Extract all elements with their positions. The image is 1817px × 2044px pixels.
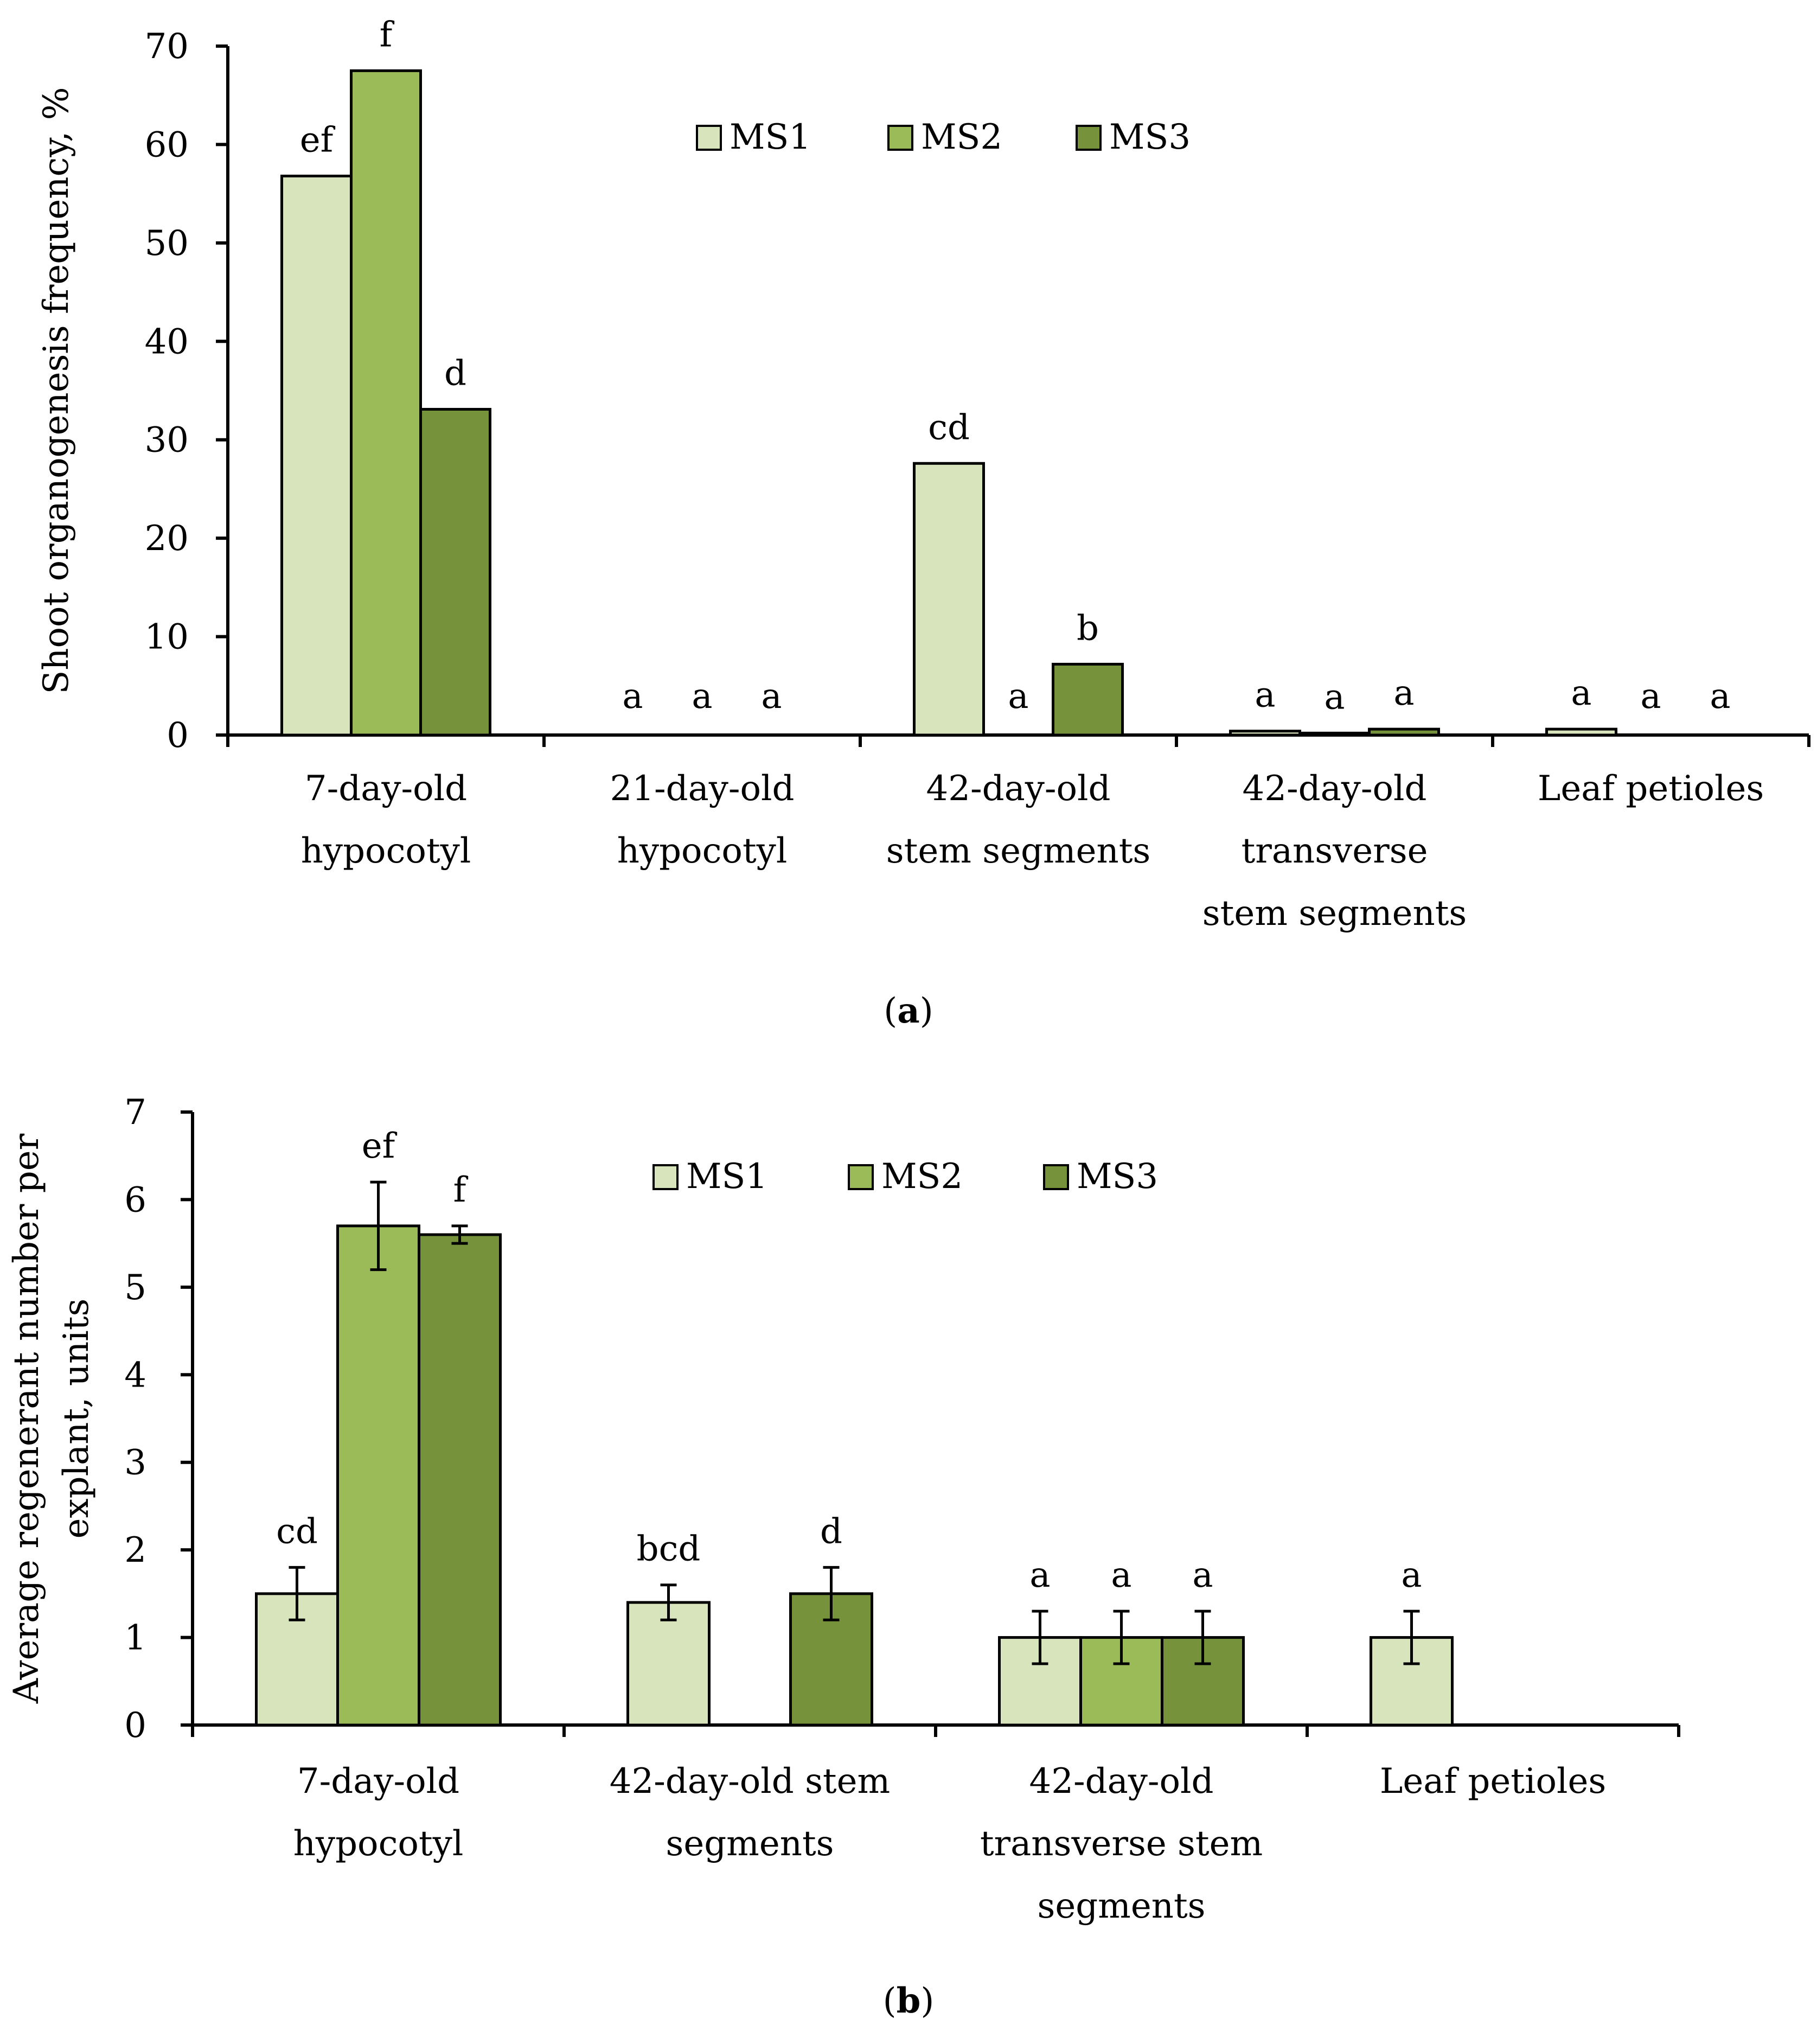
y-tick-label: 70 — [145, 27, 189, 67]
legend: MS1 MS2 MS3 — [696, 117, 1191, 157]
category-label: 42-day-old — [926, 769, 1111, 809]
bar — [626, 1601, 711, 1727]
bar — [280, 174, 353, 737]
y-tick-label: 2 — [124, 1530, 146, 1570]
chart-a: 0 10 20 30 40 50 60 70 Shoot organogenesis frequ… — [36, 15, 1810, 1031]
significance-label: a — [1571, 673, 1591, 713]
legend-label: MS2 — [881, 1157, 963, 1197]
legend-label: MS1 — [730, 117, 811, 157]
y-axis-title: Average regenerant number per explant, un… — [7, 1133, 97, 1704]
significance-label: f — [453, 1170, 469, 1210]
category-label: 21-day-old — [610, 769, 795, 809]
legend-swatch — [887, 125, 913, 151]
significance-label: a — [1393, 673, 1414, 713]
legend-swatch — [696, 125, 722, 151]
category-label: stem segments — [886, 831, 1151, 871]
legend-label: MS3 — [1077, 1157, 1158, 1197]
legend: MS1 MS2 MS3 — [652, 1157, 1158, 1197]
significance-label: ef — [362, 1126, 398, 1166]
y-tick-label: 7 — [124, 1093, 146, 1133]
panel-caption: (a) — [884, 991, 933, 1031]
category-label: 7-day-old — [297, 1761, 459, 1802]
significance-label: b — [1077, 608, 1099, 648]
significance-label: a — [622, 676, 643, 717]
category-label: transverse stem — [980, 1824, 1263, 1864]
bar — [418, 1233, 502, 1727]
bar — [1368, 727, 1440, 737]
y-tick-label: 6 — [124, 1180, 146, 1220]
significance-label: a — [692, 676, 712, 717]
category-label: transverse — [1242, 831, 1428, 871]
significance-label: f — [380, 15, 395, 55]
significance-label: a — [1324, 677, 1345, 717]
category-label: Leaf petioles — [1380, 1761, 1606, 1802]
significance-label: a — [1192, 1555, 1213, 1595]
y-tick-label: 10 — [145, 617, 189, 657]
caption-close: ) — [920, 991, 933, 1031]
y-tick-label: 0 — [124, 1706, 146, 1746]
significance-label: cd — [276, 1511, 318, 1551]
bar — [336, 1224, 420, 1727]
y-tick-label: 5 — [124, 1268, 146, 1308]
category-label: 7-day-old — [305, 769, 467, 809]
caption-open: ( — [883, 1981, 897, 2021]
category-label: hypocotyl — [301, 831, 471, 871]
legend-swatch — [1076, 125, 1102, 151]
y-tick-label: 60 — [145, 125, 189, 165]
bar — [913, 462, 985, 737]
legend-label: MS1 — [686, 1157, 767, 1197]
bar — [419, 407, 491, 737]
category-label: hypocotyl — [293, 1824, 464, 1864]
bar — [1052, 662, 1124, 737]
y-tick-label: 50 — [145, 223, 189, 264]
significance-label: d — [820, 1511, 842, 1551]
y-tick-label: 20 — [145, 519, 189, 559]
caption-letter: b — [897, 1981, 921, 2021]
legend-label: MS2 — [921, 117, 1002, 157]
significance-label: cd — [928, 407, 970, 448]
y-tick-label: 30 — [145, 420, 189, 461]
category-label: 42-day-old — [1029, 1761, 1214, 1802]
significance-label: a — [761, 676, 782, 717]
category-label: Leaf petioles — [1538, 769, 1764, 809]
significance-label: a — [1008, 676, 1028, 717]
y-tick-label: 40 — [145, 322, 189, 362]
significance-label: ef — [300, 120, 336, 160]
significance-label: a — [1710, 676, 1730, 717]
significance-label: a — [1255, 675, 1275, 716]
significance-label: d — [444, 353, 466, 393]
category-label: stem segments — [1202, 893, 1467, 934]
significance-label: a — [1029, 1555, 1050, 1595]
chart-b: 0 1 2 3 4 5 6 7 Average regenerant number per exp… — [7, 1093, 1680, 2021]
caption-letter: a — [897, 991, 919, 1031]
y-tick-label: 1 — [124, 1618, 146, 1658]
y-axis-title: Shoot organogenesis frequency, % — [36, 87, 76, 694]
significance-label: a — [1640, 676, 1661, 717]
y-axis-title-line: Average regenerant number per — [7, 1133, 47, 1704]
panel-caption: (b) — [883, 1981, 935, 2021]
bar — [350, 69, 422, 737]
y-tick-label: 0 — [167, 716, 189, 756]
y-axis-title-line: explant, units — [56, 1299, 97, 1539]
caption-open: ( — [884, 991, 897, 1031]
bar — [1229, 730, 1301, 737]
significance-label: a — [1401, 1555, 1422, 1595]
category-label: hypocotyl — [617, 831, 788, 871]
significance-label: a — [1111, 1555, 1131, 1595]
legend-swatch — [652, 1164, 679, 1190]
legend-label: MS3 — [1109, 117, 1191, 157]
category-label: segments — [666, 1824, 834, 1864]
bar — [1545, 727, 1617, 737]
category-label: 42-day-old stem — [610, 1761, 890, 1802]
y-tick-label: 3 — [124, 1443, 146, 1483]
category-label: segments — [1037, 1886, 1205, 1926]
y-tick-label: 4 — [124, 1355, 146, 1395]
legend-swatch — [1043, 1164, 1069, 1190]
legend-swatch — [848, 1164, 874, 1190]
caption-close: ) — [920, 1981, 934, 2021]
bar — [1298, 731, 1371, 737]
category-label: 42-day-old — [1243, 769, 1427, 809]
significance-label: bcd — [637, 1529, 701, 1569]
